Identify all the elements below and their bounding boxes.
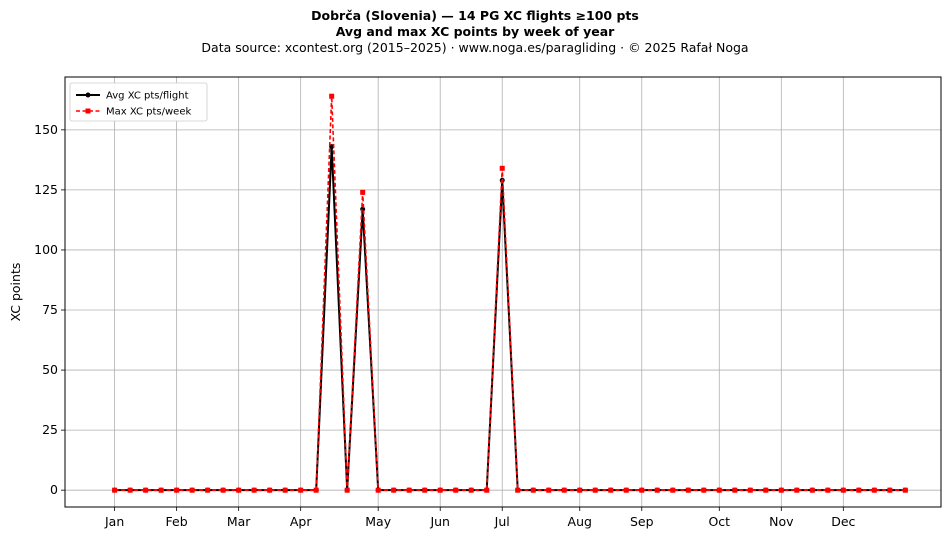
data-point [375,487,381,493]
x-tick-label: Jan [104,514,124,529]
x-tick-label: Feb [166,514,188,529]
x-tick-label: Dec [831,514,855,529]
y-tick-label: 0 [50,482,58,497]
data-point [778,487,784,493]
data-point [716,487,722,493]
data-point [747,487,753,493]
data-point [654,487,660,493]
data-point [282,487,288,493]
data-point [189,487,195,493]
y-tick-label: 150 [34,122,58,137]
x-tick-label: Nov [769,514,794,529]
x-tick-label: Jun [429,514,450,529]
data-point [220,487,226,493]
x-tick-label: May [365,514,391,529]
legend-label: Avg XC pts/flight [106,91,189,102]
data-point [515,487,521,493]
series-line [114,95,906,491]
data-point [112,487,118,493]
data-point [484,487,490,493]
data-point [205,487,211,493]
y-tick-label: 50 [42,362,58,377]
data-point [313,487,319,493]
data-point [608,487,614,493]
legend: Avg XC pts/flight Max XC pts/week [69,82,208,122]
chart-subtitle: Avg and max XC points by week of year [335,24,615,39]
y-tick-label: 125 [34,182,58,197]
data-point [453,487,459,493]
data-point [298,487,304,493]
data-point [825,487,831,493]
legend-marker [85,92,91,98]
y-tick-label: 75 [42,302,58,317]
data-point [856,487,862,493]
series-max [112,93,908,493]
y-tick-label: 25 [42,422,58,437]
x-tick-label: Jul [494,514,510,529]
data-point [499,165,505,171]
x-tick-label: Sep [630,514,654,529]
data-point [639,487,645,493]
data-point [174,487,180,493]
chart-source: Data source: xcontest.org (2015–2025) · … [201,40,749,55]
data-point [902,487,908,493]
data-point [127,487,133,493]
data-point [840,487,846,493]
data-point [670,487,676,493]
data-point [437,487,443,493]
data-point [623,487,629,493]
x-tick-label: Aug [568,514,592,529]
data-point [701,487,707,493]
grid-lines [65,77,941,507]
data-point [809,487,815,493]
legend-label: Max XC pts/week [106,107,191,118]
data-point [763,487,769,493]
legend-box [69,82,208,122]
data-point [732,487,738,493]
data-point [143,487,149,493]
data-point [344,487,350,493]
legend-marker [85,108,91,114]
data-point [794,487,800,493]
data-point [887,487,893,493]
data-point [158,487,164,493]
x-tick-label: Apr [290,514,312,529]
x-tick-label: Mar [227,514,251,529]
data-point [422,487,428,493]
data-point [546,487,552,493]
data-point [561,487,567,493]
x-tick-label: Oct [708,514,730,529]
data-point [530,487,536,493]
chart-title: Dobrča (Slovenia) — 14 PG XC flights ≥10… [311,8,639,23]
data-point [592,487,598,493]
data-point [391,487,397,493]
data-point [468,487,474,493]
y-axis-label: XC points [8,263,23,322]
data-point [685,487,691,493]
chart-titles: Dobrča (Slovenia) — 14 PG XC flights ≥10… [0,8,950,56]
data-point [577,487,583,493]
data-point [251,487,257,493]
plot-frame [64,76,942,508]
axes: 0 25 50 75 100 125 150 Jan Feb Mar Apr May Jun Jul Aug… [8,122,856,529]
data-point [329,93,335,99]
data-point [360,189,366,195]
data-point [406,487,412,493]
data-point [871,487,877,493]
data-point [236,487,242,493]
series-layer [112,93,908,493]
y-tick-label: 100 [34,242,58,257]
data-point [267,487,273,493]
